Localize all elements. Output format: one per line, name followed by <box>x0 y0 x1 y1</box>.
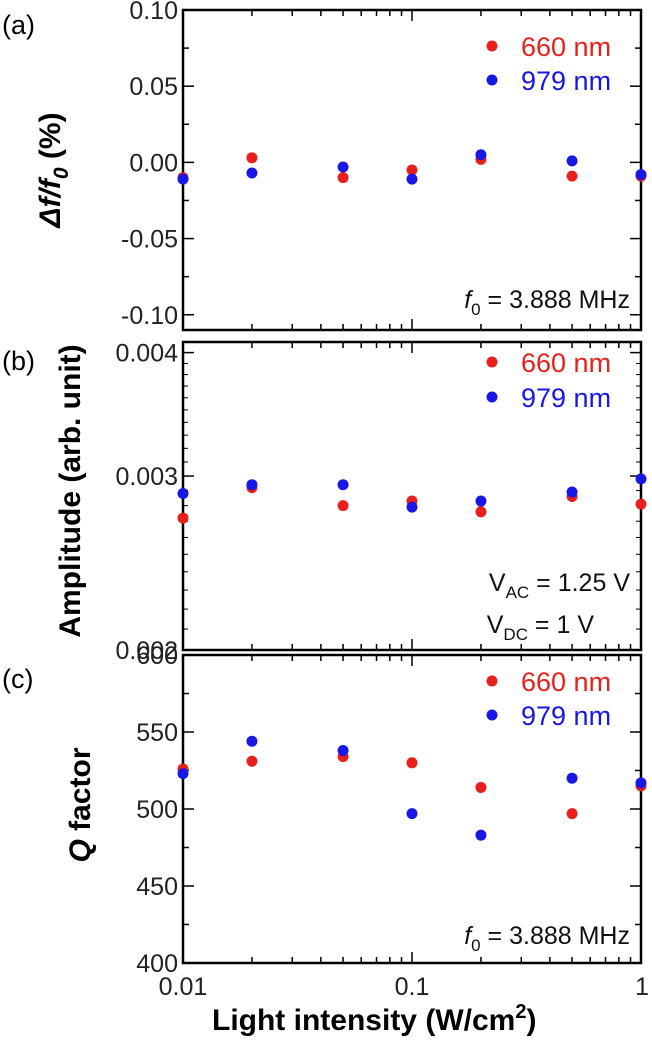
data-point-a-660 <box>406 164 418 176</box>
data-point-c-660 <box>246 755 258 767</box>
panel-b-label: (b) <box>2 346 35 376</box>
y-tick-label-c: 450 <box>136 873 178 901</box>
tick-labels-layer: -0.10-0.050.000.050.100.0020.0030.004400… <box>115 0 649 1001</box>
data-point-b-979 <box>566 486 578 498</box>
panel-a-ylabel-delta: Δf/f <box>34 176 67 228</box>
data-point-a-979 <box>406 173 418 185</box>
panel-b-vac-sub: AC <box>506 583 530 602</box>
panel-a-ylabel: Δf/f0 (%) <box>34 112 73 228</box>
panel-a-annotation-prefix: f <box>464 286 474 314</box>
panel-c-annotation-suffix: = 3.888 MHz <box>481 922 630 950</box>
y-tick-label-a: -0.10 <box>121 302 178 330</box>
panel-b-vdc-prefix: V <box>487 611 504 639</box>
panel-a-ylabel-unit: (%) <box>34 112 67 167</box>
panel-c-annotation: f0 = 3.888 MHz <box>464 922 630 955</box>
y-tick-label-a: -0.05 <box>121 226 178 254</box>
data-point-b-660 <box>177 512 189 524</box>
panel-b-annotation-vac: VAC = 1.25 V <box>489 569 630 602</box>
panel-b-ylabel: Amplitude (arb. unit) <box>54 344 87 637</box>
data-point-a-979 <box>566 155 578 167</box>
data-point-c-979 <box>337 744 349 756</box>
y-tick-label-c: 600 <box>136 642 178 670</box>
y-tick-label-a: 0.10 <box>129 0 178 25</box>
data-point-c-979 <box>246 735 258 747</box>
x-axis-label-close: ) <box>526 1004 536 1037</box>
panel-c-legend: 660 nm 979 nm <box>486 667 611 731</box>
data-point-b-979 <box>177 488 189 500</box>
points-layer <box>177 149 647 841</box>
panel-c-ylabel: Q factor <box>64 747 97 862</box>
panel-b-vac-suffix: = 1.25 V <box>529 569 630 597</box>
legend-a-660-marker <box>486 40 498 52</box>
data-point-b-660 <box>475 506 487 518</box>
y-tick-label-a: 0.00 <box>129 149 178 177</box>
data-point-c-660 <box>475 781 487 793</box>
data-point-b-979 <box>475 495 487 507</box>
y-tick-label-c: 500 <box>136 796 178 824</box>
legend-a-979-marker <box>486 74 498 86</box>
panel-c-label: (c) <box>2 664 33 694</box>
data-point-b-660 <box>337 500 349 512</box>
x-axis-label-sup: 2 <box>515 1001 526 1023</box>
legend-a-660-label: 660 nm <box>521 32 611 62</box>
y-tick-label-b: 0.002 <box>115 637 178 665</box>
panel-a-annotation-suffix: = 3.888 MHz <box>481 286 630 314</box>
ticks-layer <box>182 9 641 964</box>
data-point-c-979 <box>635 777 647 789</box>
data-point-a-979 <box>635 169 647 181</box>
y-tick-label-c: 400 <box>136 950 178 978</box>
data-point-c-979 <box>566 772 578 784</box>
panel-b-vdc-sub: DC <box>503 625 528 644</box>
data-point-b-979 <box>337 479 349 491</box>
panel-c-annotation-prefix: f <box>464 922 474 950</box>
y-tick-label-a: 0.05 <box>129 73 178 101</box>
panel-a-ylabel-sub: 0 <box>50 167 73 179</box>
panel-a-annotation-sub: 0 <box>471 300 480 319</box>
legend-b-979-label: 979 nm <box>521 383 611 413</box>
panel-a-legend: 660 nm 979 nm <box>486 32 611 96</box>
x-tick-label: 1 <box>635 973 649 1001</box>
panel-c-annotation-sub: 0 <box>471 936 480 955</box>
panel-b-annotation-vdc: VDC = 1 V <box>487 611 595 644</box>
legend-b-660-label: 660 nm <box>521 348 611 378</box>
x-axis-label: Light intensity (W/cm2) <box>212 1001 536 1037</box>
legend-c-979-marker <box>486 709 498 721</box>
legend-b-660-marker <box>486 356 498 368</box>
legend-a-979-label: 979 nm <box>521 66 611 96</box>
y-tick-label-b: 0.004 <box>115 340 178 368</box>
data-point-c-979 <box>177 768 189 780</box>
data-point-a-979 <box>475 149 487 161</box>
data-point-c-660 <box>566 808 578 820</box>
data-point-a-979 <box>177 173 189 185</box>
legend-b-979-marker <box>486 391 498 403</box>
legend-c-979-label: 979 nm <box>521 701 611 731</box>
data-point-b-979 <box>246 479 258 491</box>
data-point-a-660 <box>246 152 258 164</box>
x-tick-label: 0.1 <box>395 973 430 1001</box>
x-axis-label-main: Light intensity (W/cm <box>212 1004 515 1037</box>
data-point-b-979 <box>635 473 647 485</box>
panel-a-label: (a) <box>2 10 35 40</box>
panel-c-ylabel-rest: factor <box>64 747 97 839</box>
panel-b-legend: 660 nm 979 nm <box>486 348 611 413</box>
legend-c-660-marker <box>486 675 498 687</box>
y-tick-label-b: 0.003 <box>115 463 178 491</box>
data-point-b-979 <box>406 501 418 513</box>
data-point-c-660 <box>406 757 418 769</box>
data-point-a-660 <box>337 172 349 184</box>
x-tick-label: 0.01 <box>159 973 208 1001</box>
panel-b-vac-prefix: V <box>489 569 506 597</box>
panel-c-ylabel-q: Q <box>64 839 97 862</box>
panel-b-vdc-suffix: = 1 V <box>528 611 594 639</box>
panel-a-annotation: f0 = 3.888 MHz <box>464 286 630 319</box>
data-point-a-979 <box>246 167 258 179</box>
data-point-c-979 <box>475 829 487 841</box>
data-point-a-979 <box>337 161 349 173</box>
data-point-c-979 <box>406 808 418 820</box>
data-point-a-660 <box>566 170 578 182</box>
data-point-b-660 <box>635 498 647 510</box>
legend-c-660-label: 660 nm <box>521 667 611 697</box>
y-tick-label-c: 550 <box>136 719 178 747</box>
